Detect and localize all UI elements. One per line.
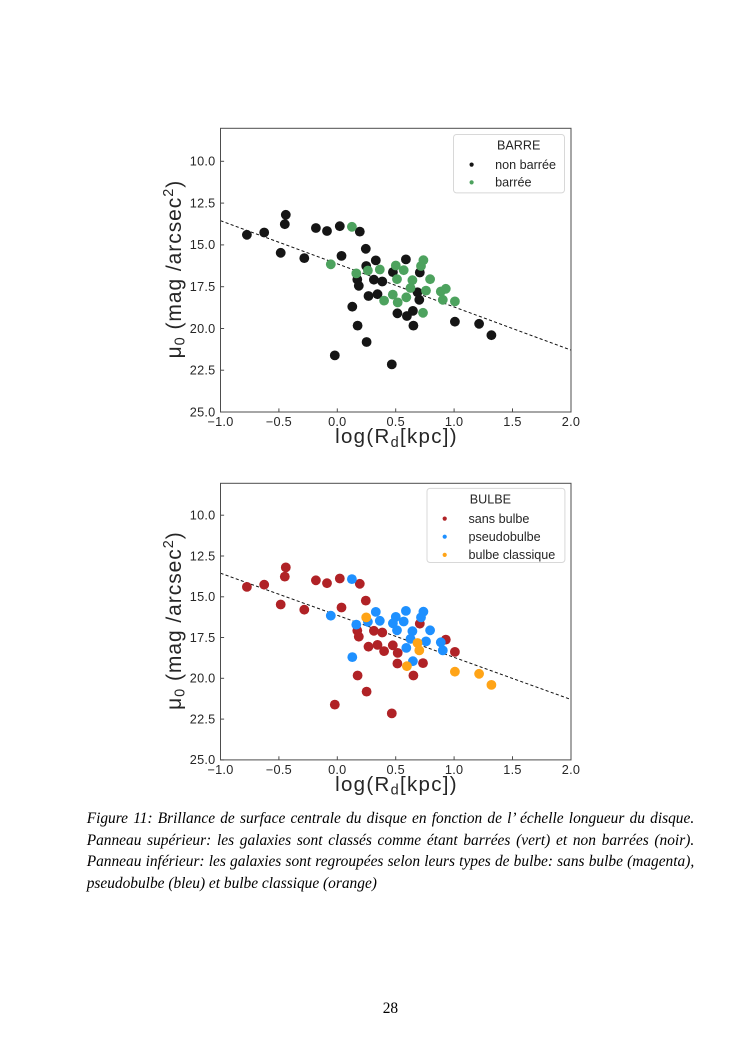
svg-text:25.0: 25.0 <box>190 753 216 767</box>
svg-text:0.0: 0.0 <box>328 763 346 777</box>
svg-text:25.0: 25.0 <box>190 405 216 419</box>
svg-text:17.5: 17.5 <box>190 631 216 645</box>
svg-text:15.0: 15.0 <box>190 238 216 252</box>
svg-text:0.0: 0.0 <box>328 415 346 429</box>
svg-text:μ0 (mag /arcsec2): μ0 (mag /arcsec2) <box>161 531 188 710</box>
svg-text:−1.0: −1.0 <box>207 415 233 429</box>
svg-text:20.0: 20.0 <box>190 672 216 686</box>
svg-text:1.5: 1.5 <box>503 415 521 429</box>
svg-text:non barrée: non barrée <box>495 158 556 172</box>
svg-text:2.0: 2.0 <box>562 415 580 429</box>
svg-text:1.0: 1.0 <box>445 415 463 429</box>
svg-text:bulbe classique: bulbe classique <box>469 548 556 562</box>
svg-text:12.5: 12.5 <box>190 549 216 563</box>
svg-text:BARRE: BARRE <box>497 138 540 152</box>
svg-text:μ0 (mag /arcsec2): μ0 (mag /arcsec2) <box>161 180 188 359</box>
svg-text:12.5: 12.5 <box>190 196 216 210</box>
svg-text:pseudobulbe: pseudobulbe <box>469 530 541 544</box>
svg-text:15.0: 15.0 <box>190 590 216 604</box>
svg-text:2.0: 2.0 <box>562 763 580 777</box>
svg-text:−0.5: −0.5 <box>266 763 292 777</box>
svg-text:1.0: 1.0 <box>445 763 463 777</box>
svg-text:BULBE: BULBE <box>470 493 511 507</box>
svg-text:−1.0: −1.0 <box>207 763 233 777</box>
svg-text:1.5: 1.5 <box>503 763 521 777</box>
svg-text:22.5: 22.5 <box>190 712 216 726</box>
svg-text:10.0: 10.0 <box>190 509 216 523</box>
svg-text:0.5: 0.5 <box>387 763 405 777</box>
svg-text:20.0: 20.0 <box>190 322 216 336</box>
svg-text:22.5: 22.5 <box>190 364 216 378</box>
svg-text:0.5: 0.5 <box>387 415 405 429</box>
svg-text:barrée: barrée <box>495 176 531 190</box>
svg-text:10.0: 10.0 <box>190 155 216 169</box>
svg-text:−0.5: −0.5 <box>266 415 292 429</box>
svg-text:17.5: 17.5 <box>190 280 216 294</box>
svg-text:sans bulbe: sans bulbe <box>469 512 530 526</box>
